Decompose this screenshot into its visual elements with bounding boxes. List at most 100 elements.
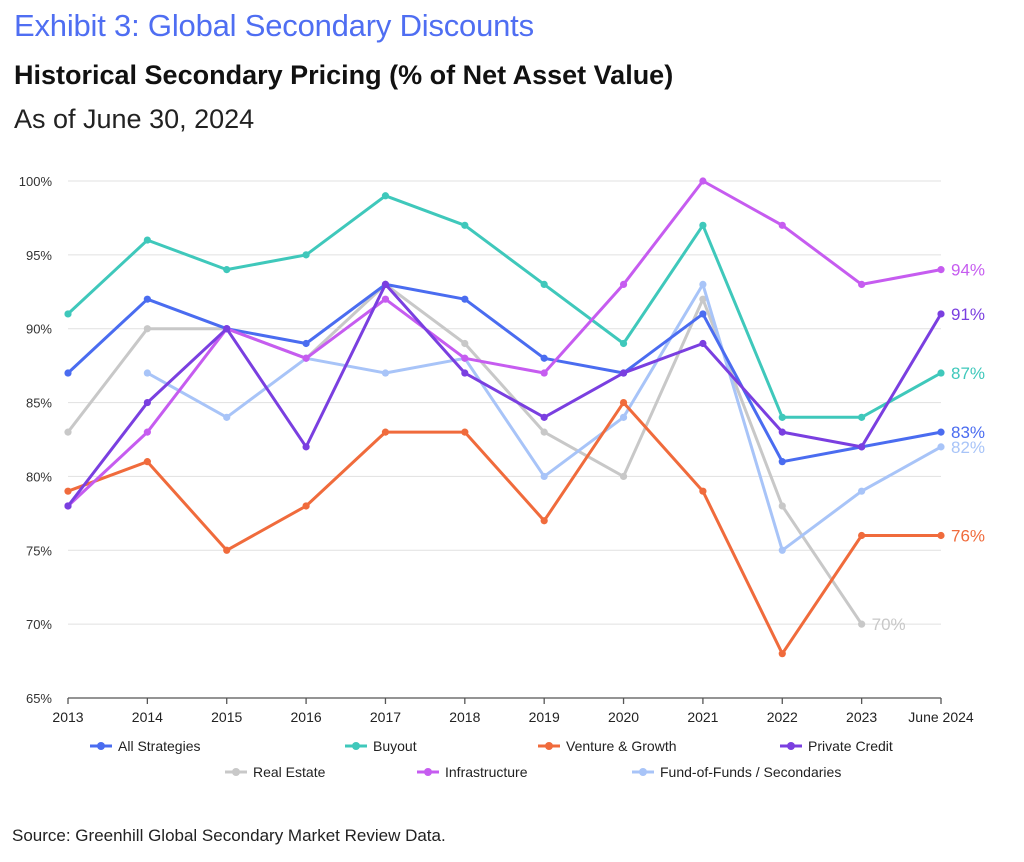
x-tick-label: 2016 bbox=[291, 709, 322, 725]
data-point bbox=[778, 546, 786, 554]
x-tick-label: 2018 bbox=[449, 709, 480, 725]
data-point bbox=[699, 295, 707, 303]
data-point bbox=[699, 487, 707, 495]
chart-subtitle: As of June 30, 2024 bbox=[14, 104, 255, 134]
data-point bbox=[699, 339, 707, 348]
data-point bbox=[699, 280, 707, 288]
data-point bbox=[64, 487, 72, 495]
legend-item: Real Estate bbox=[225, 764, 326, 780]
legend-item: All Strategies bbox=[90, 738, 200, 754]
y-tick-label: 85% bbox=[26, 396, 52, 411]
data-point bbox=[461, 295, 469, 303]
x-tick-label: 2022 bbox=[767, 709, 798, 725]
data-point bbox=[858, 280, 866, 288]
legend-swatch-dot bbox=[232, 768, 240, 776]
data-point bbox=[858, 487, 866, 495]
data-point bbox=[619, 280, 628, 288]
legend-item: Buyout bbox=[345, 738, 417, 754]
end-labels: 83% 87% 76% 91% 70% 94% 82% bbox=[872, 261, 985, 635]
series-venture-growth bbox=[64, 398, 945, 658]
series-buyout bbox=[64, 192, 945, 421]
y-tick-label: 70% bbox=[26, 617, 52, 632]
data-point bbox=[223, 413, 231, 421]
legend-item: Private Credit bbox=[780, 738, 893, 754]
chart-title: Historical Secondary Pricing (% of Net A… bbox=[14, 60, 674, 90]
x-tick-label: 2019 bbox=[529, 709, 560, 725]
data-point bbox=[858, 443, 866, 451]
data-point bbox=[619, 398, 628, 407]
data-point bbox=[64, 310, 72, 318]
series-line bbox=[66, 282, 943, 508]
source-note: Source: Greenhill Global Secondary Marke… bbox=[12, 826, 446, 845]
data-point bbox=[302, 502, 310, 510]
y-tick-label: 65% bbox=[26, 691, 52, 706]
data-point bbox=[540, 280, 548, 288]
data-point bbox=[461, 369, 469, 377]
data-point bbox=[223, 266, 231, 274]
data-point bbox=[540, 369, 548, 377]
x-tick-label: 2014 bbox=[132, 709, 163, 725]
data-point bbox=[302, 443, 310, 451]
legend-label: Fund-of-Funds / Secondaries bbox=[660, 764, 841, 780]
x-tick-label: 2017 bbox=[370, 709, 401, 725]
x-tick-label: 2023 bbox=[846, 709, 877, 725]
data-point bbox=[778, 221, 786, 229]
data-point bbox=[381, 280, 390, 288]
legend-label: Real Estate bbox=[253, 764, 326, 780]
data-point bbox=[937, 531, 945, 540]
x-tick-label: June 2024 bbox=[908, 709, 974, 725]
data-point bbox=[778, 428, 786, 436]
series-line bbox=[66, 194, 943, 419]
legend-swatch-dot bbox=[424, 768, 432, 776]
data-point bbox=[937, 428, 945, 436]
legend-swatch-dot bbox=[352, 742, 360, 750]
data-point bbox=[143, 295, 151, 303]
data-point bbox=[699, 177, 707, 185]
series-line bbox=[66, 401, 943, 656]
end-value-label: 83% bbox=[951, 423, 985, 442]
data-point bbox=[302, 339, 310, 348]
data-point bbox=[223, 325, 231, 333]
data-point bbox=[381, 428, 390, 436]
y-tick-label: 100% bbox=[19, 174, 53, 189]
end-value-label: 82% bbox=[951, 438, 985, 457]
exhibit-label: Exhibit 3: Global Secondary Discounts bbox=[14, 8, 534, 43]
data-point bbox=[699, 221, 707, 229]
legend-swatch-dot bbox=[545, 742, 553, 750]
data-point bbox=[143, 325, 151, 333]
end-value-label: 87% bbox=[951, 364, 985, 383]
legend: All Strategies Buyout Venture & Growth Priv… bbox=[90, 738, 893, 780]
data-point bbox=[302, 251, 310, 259]
data-point bbox=[619, 413, 628, 421]
y-tick-label: 80% bbox=[26, 469, 52, 484]
data-point bbox=[64, 369, 72, 377]
data-point bbox=[540, 413, 548, 421]
data-point bbox=[381, 369, 390, 377]
legend-swatch-dot bbox=[639, 768, 647, 776]
legend-label: All Strategies bbox=[118, 738, 200, 754]
data-point bbox=[461, 354, 469, 362]
data-point bbox=[619, 472, 628, 481]
legend-label: Venture & Growth bbox=[566, 738, 677, 754]
data-point bbox=[223, 546, 231, 554]
data-point bbox=[461, 221, 469, 229]
data-point bbox=[858, 620, 866, 628]
legend-item: Venture & Growth bbox=[538, 738, 677, 754]
legend-item: Infrastructure bbox=[417, 764, 528, 780]
data-point bbox=[858, 413, 866, 421]
data-point bbox=[540, 354, 548, 362]
data-point bbox=[64, 502, 72, 510]
data-point bbox=[778, 413, 786, 421]
data-point bbox=[858, 531, 866, 540]
data-point bbox=[699, 310, 707, 318]
legend-swatch-dot bbox=[97, 742, 105, 750]
data-point bbox=[937, 266, 945, 274]
end-value-label: 70% bbox=[872, 615, 906, 634]
data-point bbox=[381, 192, 390, 200]
x-tick-label: 2013 bbox=[52, 709, 83, 725]
line-chart: 65%70%75%80%85%90%95%100% 2013 2014 2015 20… bbox=[19, 174, 985, 780]
y-tick-label: 95% bbox=[26, 248, 52, 263]
series-private-credit bbox=[64, 280, 945, 510]
data-point bbox=[778, 502, 786, 510]
data-point bbox=[143, 369, 151, 377]
